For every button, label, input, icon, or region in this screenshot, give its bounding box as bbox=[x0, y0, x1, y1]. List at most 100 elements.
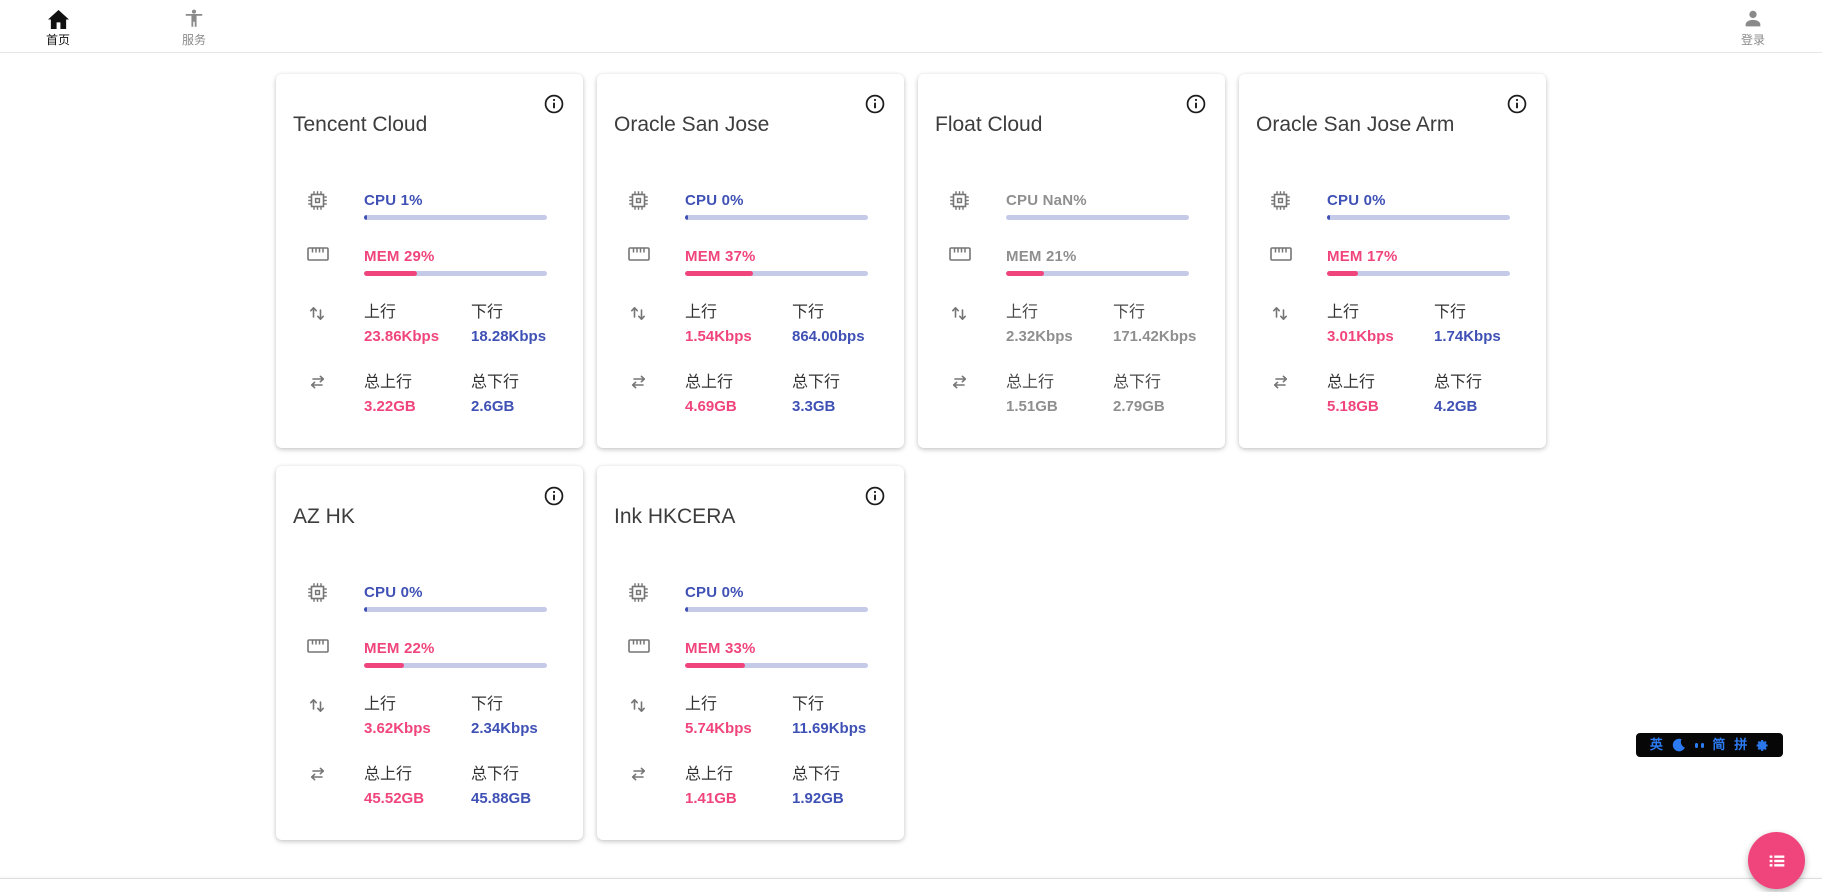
moon-icon bbox=[1672, 738, 1686, 752]
server-card: Ink HKCERA bbox=[597, 466, 904, 840]
total-row: 总上行 1.51GB 总下行 2.79GB bbox=[934, 372, 1209, 417]
total-upload-value: 4.69GB bbox=[685, 398, 737, 415]
memory-ruler-icon bbox=[292, 246, 364, 276]
total-row: 总上行 4.69GB 总下行 3.3GB bbox=[613, 372, 888, 417]
gear-icon bbox=[1756, 739, 1769, 752]
speed-row: 上行 3.62Kbps 下行 2.34Kbps bbox=[292, 694, 567, 739]
server-card: Oracle San Jose bbox=[597, 74, 904, 448]
card-metrics: CPU 1% MEM 29% bbox=[292, 190, 567, 417]
info-icon[interactable] bbox=[543, 485, 565, 507]
info-icon[interactable] bbox=[864, 93, 886, 115]
speed-row: 上行 23.86Kbps 下行 18.28Kbps bbox=[292, 302, 567, 347]
mem-usage-label: MEM 22% bbox=[364, 640, 435, 657]
memory-ruler-icon bbox=[934, 246, 1006, 276]
info-icon[interactable] bbox=[543, 93, 565, 115]
total-download-value: 45.88GB bbox=[471, 790, 532, 807]
total-upload-label: 总上行 bbox=[364, 374, 413, 391]
swap-vertical-arrows-icon bbox=[1255, 302, 1327, 347]
mem-row: MEM 29% bbox=[292, 246, 567, 276]
upload-label: 上行 bbox=[364, 304, 397, 321]
cpu-row: CPU 0% bbox=[613, 190, 888, 220]
download-label: 下行 bbox=[792, 304, 825, 321]
mem-usage-label: MEM 21% bbox=[1006, 248, 1077, 265]
cpu-progress-bar bbox=[364, 607, 547, 612]
server-list-fab[interactable] bbox=[1748, 832, 1805, 889]
half-width-punct-icon bbox=[1694, 742, 1704, 748]
total-upload-value: 45.52GB bbox=[364, 790, 425, 807]
total-row: 总上行 45.52GB 总下行 45.88GB bbox=[292, 764, 567, 809]
mem-row: MEM 17% bbox=[1255, 246, 1530, 276]
ime-lang-indicator: 英 bbox=[1649, 737, 1663, 752]
card-metrics: CPU 0% MEM 37% bbox=[613, 190, 888, 417]
total-download-value: 4.2GB bbox=[1434, 398, 1478, 415]
mem-progress-bar bbox=[1006, 271, 1189, 276]
total-download-label: 总下行 bbox=[1434, 374, 1483, 391]
total-upload-label: 总上行 bbox=[685, 374, 734, 391]
input-method-bar[interactable]: 英 简 拼 bbox=[1636, 733, 1783, 757]
download-label: 下行 bbox=[1434, 304, 1467, 321]
download-label: 下行 bbox=[1113, 304, 1146, 321]
accessibility-person-icon bbox=[183, 6, 205, 30]
cpu-chip-icon bbox=[1255, 190, 1327, 220]
server-card: Oracle San Jose Arm bbox=[1239, 74, 1546, 448]
upload-label: 上行 bbox=[685, 696, 718, 713]
total-download-label: 总下行 bbox=[471, 374, 520, 391]
ime-simplified-indicator: 简 bbox=[1712, 737, 1726, 752]
memory-ruler-icon bbox=[613, 638, 685, 668]
cpu-usage-label: CPU 0% bbox=[364, 584, 423, 601]
nav-item-home[interactable]: 首页 bbox=[33, 6, 83, 48]
card-metrics: CPU 0% MEM 17% bbox=[1255, 190, 1530, 417]
mem-row: MEM 33% bbox=[613, 638, 888, 668]
mem-usage-label: MEM 37% bbox=[685, 248, 756, 265]
swap-horizontal-arrows-icon bbox=[1255, 372, 1327, 417]
memory-ruler-icon bbox=[1255, 246, 1327, 276]
swap-horizontal-arrows-icon bbox=[292, 764, 364, 809]
info-icon[interactable] bbox=[864, 485, 886, 507]
mem-row: MEM 21% bbox=[934, 246, 1209, 276]
account-icon bbox=[1742, 6, 1764, 30]
cpu-progress-bar bbox=[685, 215, 868, 220]
nav-item-login[interactable]: 登录 bbox=[1728, 6, 1778, 48]
download-label: 下行 bbox=[471, 304, 504, 321]
total-upload-value: 5.18GB bbox=[1327, 398, 1379, 415]
mem-usage-label: MEM 29% bbox=[364, 248, 435, 265]
total-upload-value: 1.41GB bbox=[685, 790, 737, 807]
total-row: 总上行 3.22GB 总下行 2.6GB bbox=[292, 372, 567, 417]
server-name: Ink HKCERA bbox=[614, 505, 736, 528]
server-card: Tencent Cloud bbox=[276, 74, 583, 448]
speed-row: 上行 2.32Kbps 下行 171.42Kbps bbox=[934, 302, 1209, 347]
total-upload-value: 1.51GB bbox=[1006, 398, 1058, 415]
home-icon bbox=[47, 6, 70, 30]
upload-speed: 2.32Kbps bbox=[1006, 328, 1073, 345]
cpu-progress-bar bbox=[1327, 215, 1510, 220]
nav-item-services[interactable]: 服务 bbox=[169, 6, 219, 48]
cpu-progress-bar bbox=[364, 215, 547, 220]
swap-vertical-arrows-icon bbox=[613, 694, 685, 739]
info-icon[interactable] bbox=[1185, 93, 1207, 115]
swap-horizontal-arrows-icon bbox=[613, 372, 685, 417]
total-download-value: 2.6GB bbox=[471, 398, 515, 415]
upload-speed: 1.54Kbps bbox=[685, 328, 752, 345]
cpu-usage-label: CPU 0% bbox=[685, 584, 744, 601]
swap-horizontal-arrows-icon bbox=[613, 764, 685, 809]
memory-ruler-icon bbox=[613, 246, 685, 276]
swap-horizontal-arrows-icon bbox=[292, 372, 364, 417]
mem-progress-bar bbox=[364, 663, 547, 668]
server-name: Oracle San Jose Arm bbox=[1256, 113, 1455, 136]
cpu-chip-icon bbox=[292, 190, 364, 220]
upload-label: 上行 bbox=[1006, 304, 1039, 321]
nav-services-label: 服务 bbox=[181, 33, 206, 47]
server-name: Float Cloud bbox=[935, 113, 1043, 136]
upload-label: 上行 bbox=[1327, 304, 1360, 321]
download-speed: 18.28Kbps bbox=[471, 328, 547, 345]
cpu-chip-icon bbox=[613, 190, 685, 220]
cpu-usage-label: CPU NaN% bbox=[1006, 192, 1087, 209]
info-icon[interactable] bbox=[1506, 93, 1528, 115]
mem-progress-bar bbox=[364, 271, 547, 276]
cpu-usage-label: CPU 1% bbox=[364, 192, 423, 209]
cpu-chip-icon bbox=[934, 190, 1006, 220]
list-icon bbox=[1766, 850, 1788, 872]
card-metrics: CPU 0% MEM 22% bbox=[292, 582, 567, 809]
cpu-row: CPU NaN% bbox=[934, 190, 1209, 220]
cpu-row: CPU 0% bbox=[613, 582, 888, 612]
